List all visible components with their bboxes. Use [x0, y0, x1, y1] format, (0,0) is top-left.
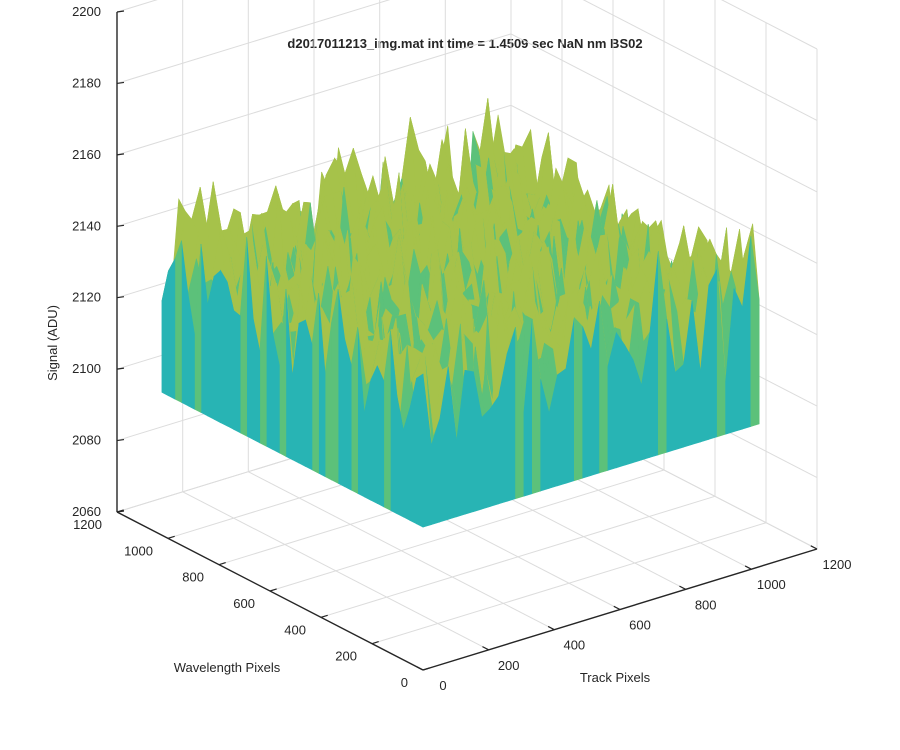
y-tick	[167, 535, 175, 539]
chart-title: d2017011213_img.mat int time = 1.4509 se…	[287, 36, 642, 51]
y-tick	[422, 667, 430, 671]
z-tick	[116, 10, 125, 13]
z-tick	[116, 367, 125, 370]
y-tick-label: 0	[401, 675, 408, 690]
surface-skirt-x	[674, 363, 684, 451]
y-axis-label: Wavelength Pixels	[174, 660, 281, 675]
y-tick	[269, 588, 277, 592]
y-tick	[371, 641, 379, 645]
surface-skirt-x	[506, 327, 516, 502]
x-tick	[679, 585, 686, 590]
surface-skirt-y	[305, 319, 313, 471]
surface-skirt-y	[161, 270, 169, 397]
surface-skirt-x	[573, 316, 584, 482]
y-tick-label: 200	[335, 649, 357, 664]
surface-skirt-x	[481, 408, 491, 510]
x-tick-label: 200	[498, 658, 520, 673]
surface-skirt-x	[615, 331, 626, 469]
y-tick-label: 600	[233, 596, 255, 611]
surface-skirt-y	[298, 319, 306, 467]
grid-line-y	[320, 0, 716, 618]
grid-line-z	[116, 0, 818, 121]
z-tick-label: 2160	[72, 147, 101, 162]
x-tick	[810, 545, 818, 550]
surface-skirt-y	[220, 269, 228, 427]
x-tick-label: 1000	[757, 577, 786, 592]
z-tick	[116, 81, 125, 85]
x-tick-label: 800	[695, 597, 717, 612]
z-tick	[116, 153, 125, 156]
surface-skirt-y	[168, 258, 176, 400]
x-tick-label: 400	[563, 638, 585, 653]
z-tick-label: 2080	[72, 433, 101, 448]
surface-skirt-y	[331, 289, 339, 484]
z-tick-label: 2060	[72, 504, 101, 519]
z-tick	[116, 224, 125, 227]
x-tick	[416, 666, 424, 671]
y-tick	[320, 614, 328, 618]
surface-skirt-x	[750, 235, 760, 427]
surface-skirt-y	[233, 309, 241, 434]
surface-skirt-x	[582, 326, 592, 479]
y-tick-label: 1000	[124, 543, 153, 558]
surface-skirt-y	[376, 365, 385, 508]
surface-skirt-x	[708, 268, 718, 440]
x-tick-label: 600	[629, 618, 651, 633]
y-tick	[218, 562, 226, 566]
y-tick-label: 1200	[73, 517, 102, 532]
surface-skirt-x	[464, 369, 474, 515]
z-tick-label: 2200	[72, 4, 101, 19]
z-tick-label: 2120	[72, 290, 101, 305]
z-tick	[116, 296, 125, 299]
surface-skirt-y	[416, 373, 424, 528]
surface-skirt-y	[174, 240, 182, 403]
x-tick	[613, 605, 621, 611]
grid-line-y	[371, 22, 767, 645]
z-tick	[116, 438, 125, 442]
surface-skirt-x	[624, 344, 634, 466]
surface-skirt-x	[557, 368, 567, 487]
z-tick-label: 2180	[72, 75, 101, 90]
x-tick	[482, 646, 489, 651]
y-tick-label: 800	[182, 570, 204, 585]
z-axis-label: Signal (ADU)	[45, 305, 60, 381]
grid-line-y	[269, 0, 665, 592]
surface-skirt-x	[489, 395, 499, 507]
surface-skirt-x	[733, 288, 743, 433]
x-axis-label: Track Pixels	[580, 670, 651, 685]
z-tick-label: 2140	[72, 218, 101, 233]
x-tick-label: 1200	[823, 557, 852, 572]
z-tick-label: 2100	[72, 361, 101, 376]
surface-skirt-y	[370, 365, 378, 504]
y-tick-label: 400	[284, 622, 306, 637]
ticks-layer: 0 200 400 600 800 1000 1200 0 200 400 600 800 1000 12…	[72, 4, 851, 693]
x-tick	[744, 565, 752, 570]
x-tick-label: 0	[439, 678, 446, 693]
z-tick	[116, 510, 125, 513]
surface-layer	[161, 98, 760, 528]
surface-skirt-y	[344, 338, 352, 491]
x-tick	[547, 625, 555, 631]
surface-skirt-y	[213, 269, 221, 424]
